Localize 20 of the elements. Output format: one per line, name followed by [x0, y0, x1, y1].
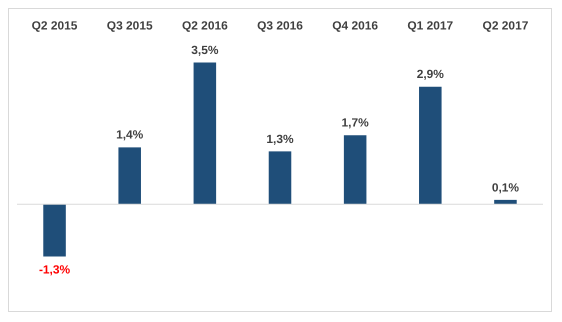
x-tick-label: Q2 2017	[482, 18, 529, 32]
x-tick-label: Q4 2016	[332, 18, 378, 32]
data-label: 1,3%	[266, 132, 294, 146]
data-label: 1,7%	[342, 116, 370, 130]
bar	[344, 135, 366, 204]
x-tick-label: Q2 2016	[182, 18, 228, 32]
bar	[118, 147, 141, 204]
bar	[419, 86, 442, 204]
x-tick-label: Q3 2015	[106, 18, 153, 32]
x-tick-label: Q1 2017	[407, 18, 454, 32]
x-tick-label: Q3 2016	[257, 18, 304, 32]
data-label: 1,4%	[116, 128, 144, 142]
data-label: -1,3%	[38, 262, 71, 277]
data-label: 0,1%	[492, 180, 520, 194]
bar	[268, 151, 292, 204]
data-label: 2,9%	[416, 67, 444, 82]
x-tick-label: Q2 2015	[32, 18, 78, 32]
data-label: 3,5%	[191, 42, 219, 57]
bar	[194, 62, 216, 204]
bar	[43, 204, 66, 257]
